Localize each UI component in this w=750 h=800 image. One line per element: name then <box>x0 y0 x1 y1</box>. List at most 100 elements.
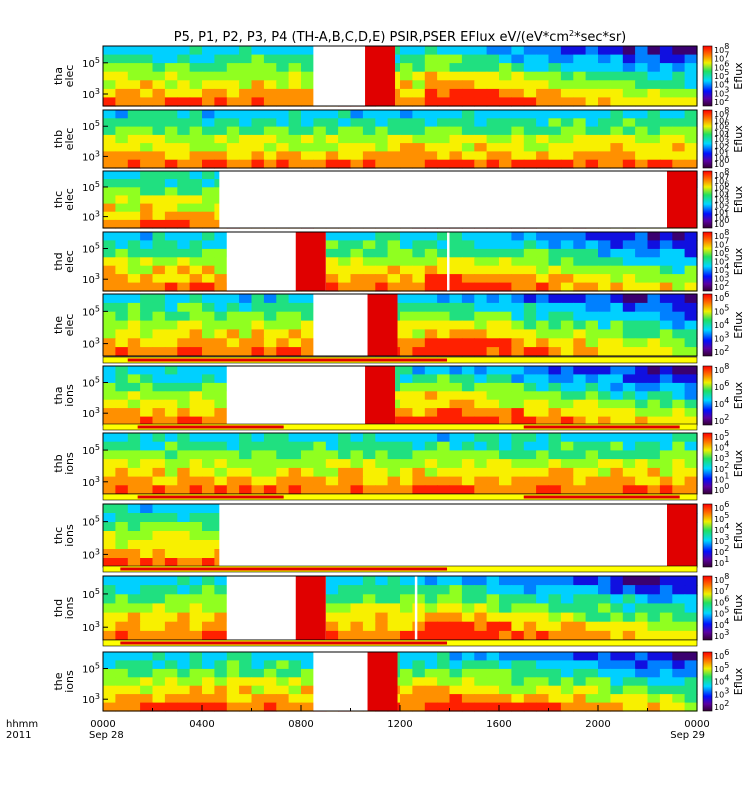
spectrogram-cell <box>548 450 562 460</box>
spectrogram-cell <box>486 329 500 339</box>
spectrogram-cell <box>659 248 673 258</box>
spectrogram-cell <box>375 232 389 241</box>
spectrogram-cell <box>202 677 215 687</box>
spectrogram-cell <box>585 485 599 495</box>
spectrogram-cell <box>672 118 686 128</box>
spectrogram-cell <box>251 134 265 144</box>
spectrogram-cell <box>412 576 426 586</box>
spectrogram-cell <box>140 441 154 451</box>
y-tick-label: 103 <box>82 210 100 224</box>
spectrogram-cell <box>375 118 389 128</box>
spectrogram-cell <box>573 347 587 357</box>
spectrogram-cell <box>585 441 599 451</box>
spectrogram-cell <box>177 46 191 56</box>
spectrogram-cell <box>647 459 661 469</box>
spectrogram-cell <box>449 274 463 284</box>
spectrogram-cell <box>684 134 698 144</box>
spectrogram-cell <box>140 232 154 241</box>
spectrogram-cell <box>202 450 215 460</box>
spectrogram-cell <box>610 248 624 258</box>
spectrogram-cell <box>140 416 154 426</box>
spectrogram-cell <box>263 685 277 695</box>
spectrogram-cell <box>387 110 401 119</box>
spectrogram-cell <box>362 450 376 460</box>
spectrogram-cell <box>610 433 624 443</box>
spectrogram-cell <box>511 594 525 604</box>
spectrogram-cell <box>659 240 673 250</box>
spectrogram-cell <box>387 151 401 161</box>
spectrogram-cell <box>301 320 314 331</box>
colorbar-tick-label: 107 <box>714 112 729 125</box>
y-axis-label: thaions <box>52 384 76 407</box>
spectrogram-cell <box>103 126 116 136</box>
spectrogram-cell <box>177 179 191 188</box>
spectrogram-cell <box>189 179 203 188</box>
colorbar-tick-label: 108 <box>714 362 729 375</box>
colorbar-tick-label: 102 <box>714 144 729 157</box>
spectrogram-cell <box>672 660 686 670</box>
mode-bar-segment <box>120 567 448 571</box>
spectrogram-cell <box>214 248 228 258</box>
spectrogram-cell <box>127 232 141 241</box>
spectrogram-cell <box>486 126 500 136</box>
spectrogram-cell <box>647 485 661 495</box>
spectrogram-cell <box>152 329 166 339</box>
spectrogram-cell <box>202 110 215 119</box>
spectrogram-cell <box>127 143 141 152</box>
spectrogram-cell <box>461 311 475 322</box>
spectrogram-cell <box>412 347 426 357</box>
spectrogram-cell <box>214 126 228 136</box>
spectrogram-cell <box>449 585 463 595</box>
spectrogram-cell <box>573 694 587 704</box>
spectrogram-cell <box>560 329 574 339</box>
spectrogram-cell <box>585 88 599 99</box>
spectrogram-cell <box>474 302 488 313</box>
spectrogram-cell <box>103 522 116 532</box>
spectrogram-cell <box>536 257 550 267</box>
spectrogram-cell <box>189 88 203 99</box>
spectrogram-cell <box>536 660 550 670</box>
spectrogram-cell <box>115 248 129 258</box>
spectrogram-cell <box>610 467 624 478</box>
spectrogram-cell <box>585 159 599 169</box>
spectrogram-cell <box>610 302 624 313</box>
spectrogram-cell <box>387 240 401 250</box>
spectrogram-cell <box>474 382 488 392</box>
spectrogram-cell <box>177 476 191 486</box>
spectrogram-cell <box>585 366 599 375</box>
spectrogram-cell <box>140 171 154 180</box>
spectrogram-cell <box>536 329 550 339</box>
spectrogram-cell <box>437 143 451 152</box>
colorbar-tick-label: 107 <box>714 173 729 186</box>
spectrogram-cell <box>189 118 203 128</box>
spectrogram-cell <box>164 80 178 90</box>
spectrogram-cell <box>573 621 587 632</box>
spectrogram-cell <box>610 265 624 275</box>
spectrogram-cell <box>152 668 166 678</box>
spectrogram-cell <box>523 143 537 152</box>
spectrogram-cell <box>424 374 438 384</box>
spectrogram-cell <box>115 668 129 678</box>
spectrogram-cell <box>684 459 698 469</box>
spectrogram-cell <box>449 134 463 144</box>
spectrogram-cell <box>548 54 562 64</box>
spectrogram-cell <box>560 257 574 267</box>
spectrogram-cell <box>387 126 401 136</box>
spectrogram-cell <box>115 585 129 595</box>
spectrogram-cell <box>251 467 265 478</box>
spectrogram-cell <box>499 391 512 401</box>
spectrogram-cell <box>585 612 599 623</box>
spectrogram-cell <box>536 151 550 161</box>
spectrogram-cell <box>375 485 389 495</box>
spectrogram-cell <box>140 391 154 401</box>
spectrogram-cell <box>189 522 203 532</box>
spectrogram-cell <box>400 694 413 704</box>
spectrogram-cell <box>338 232 352 241</box>
spectrogram-cell <box>276 329 290 339</box>
spectrogram-cell <box>598 585 611 595</box>
spectrogram-cell <box>226 467 240 478</box>
spectrogram-cell <box>499 594 512 604</box>
spectrogram-cell <box>449 126 463 136</box>
spectrogram-cell <box>548 126 562 136</box>
x-corner-label-year: 2011 <box>6 730 31 741</box>
